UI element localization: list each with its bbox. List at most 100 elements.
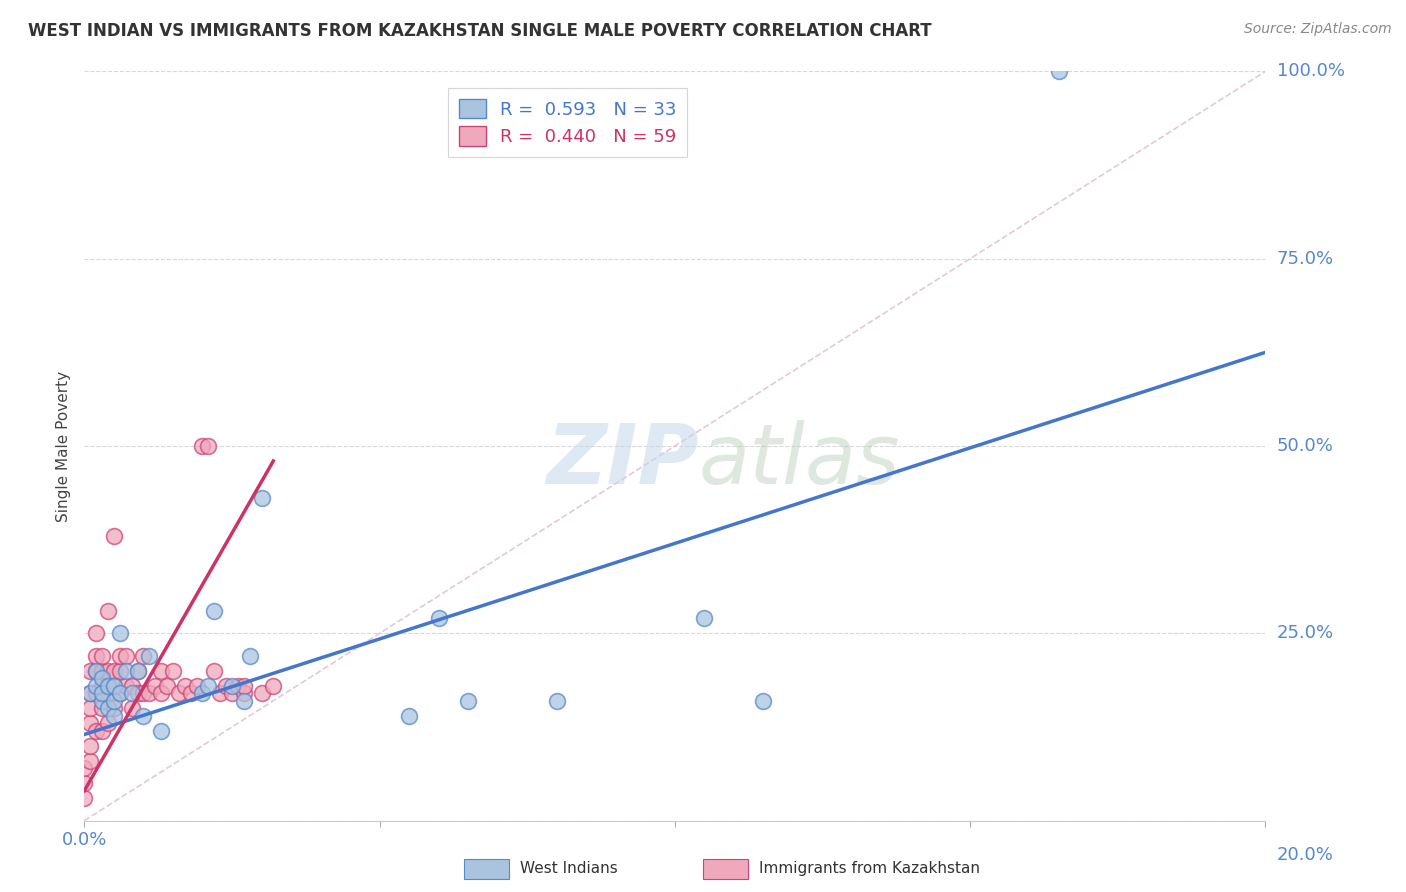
Point: [250, 491, 273, 506]
Point: [84, 626, 107, 640]
Point: [103, 694, 125, 708]
Point: [150, 723, 173, 738]
Point: [73, 791, 96, 805]
Point: [97, 716, 120, 731]
Point: [127, 686, 149, 700]
Point: [398, 708, 420, 723]
Point: [132, 648, 155, 663]
Point: [91, 686, 114, 700]
Point: [84, 679, 107, 693]
Point: [108, 686, 131, 700]
Text: 25.0%: 25.0%: [1277, 624, 1334, 642]
Point: [191, 686, 214, 700]
Point: [150, 686, 173, 700]
Point: [103, 664, 125, 678]
Point: [173, 679, 195, 693]
Point: [108, 648, 131, 663]
Point: [180, 686, 202, 700]
Point: [114, 664, 136, 678]
Point: [232, 694, 254, 708]
Text: 20.0%: 20.0%: [1277, 846, 1333, 863]
Point: [232, 686, 254, 700]
Point: [457, 694, 479, 708]
Point: [79, 686, 101, 700]
Point: [91, 648, 114, 663]
Point: [84, 664, 107, 678]
Point: [427, 611, 450, 625]
Point: [103, 529, 125, 543]
Point: [103, 679, 125, 693]
Point: [191, 439, 214, 453]
Point: [132, 686, 155, 700]
Point: [197, 679, 219, 693]
Point: [79, 664, 101, 678]
Point: [221, 686, 243, 700]
Point: [202, 604, 225, 618]
Point: [79, 716, 101, 731]
Point: [84, 686, 107, 700]
Point: [103, 701, 125, 715]
Point: [97, 604, 120, 618]
Point: [239, 648, 262, 663]
Point: [121, 686, 143, 700]
Point: [73, 776, 96, 790]
Point: [108, 686, 131, 700]
Point: [162, 664, 184, 678]
Point: [121, 701, 143, 715]
Point: [693, 611, 716, 625]
Point: [79, 701, 101, 715]
Point: [97, 664, 120, 678]
Point: [215, 679, 238, 693]
Point: [221, 679, 243, 693]
Point: [150, 664, 173, 678]
Point: [132, 708, 155, 723]
Text: 50.0%: 50.0%: [1277, 437, 1333, 455]
Point: [97, 679, 120, 693]
Point: [127, 664, 149, 678]
Text: atlas: atlas: [699, 420, 900, 501]
Point: [108, 626, 131, 640]
Point: [91, 664, 114, 678]
Text: West Indians: West Indians: [520, 862, 619, 876]
Point: [91, 679, 114, 693]
Legend: R =  0.593   N = 33, R =  0.440   N = 59: R = 0.593 N = 33, R = 0.440 N = 59: [447, 88, 688, 157]
Y-axis label: Single Male Poverty: Single Male Poverty: [56, 370, 72, 522]
Point: [79, 754, 101, 768]
Point: [103, 708, 125, 723]
Point: [209, 686, 232, 700]
Point: [250, 686, 273, 700]
Point: [97, 701, 120, 715]
Point: [226, 679, 249, 693]
Point: [197, 439, 219, 453]
Point: [121, 679, 143, 693]
Point: [84, 664, 107, 678]
Point: [97, 686, 120, 700]
Point: [91, 671, 114, 685]
Point: [167, 686, 190, 700]
Point: [232, 679, 254, 693]
Point: [91, 701, 114, 715]
Point: [1047, 64, 1070, 78]
Text: ZIP: ZIP: [546, 420, 699, 501]
Text: Immigrants from Kazakhstan: Immigrants from Kazakhstan: [759, 862, 980, 876]
Point: [138, 648, 160, 663]
Point: [143, 679, 166, 693]
Text: 100.0%: 100.0%: [1277, 62, 1344, 80]
Point: [186, 679, 208, 693]
Text: WEST INDIAN VS IMMIGRANTS FROM KAZAKHSTAN SINGLE MALE POVERTY CORRELATION CHART: WEST INDIAN VS IMMIGRANTS FROM KAZAKHSTA…: [28, 22, 932, 40]
Point: [262, 679, 284, 693]
Point: [103, 679, 125, 693]
Point: [546, 694, 568, 708]
Point: [91, 694, 114, 708]
Point: [138, 686, 160, 700]
Point: [114, 679, 136, 693]
Point: [114, 648, 136, 663]
Point: [79, 739, 101, 753]
Point: [84, 648, 107, 663]
Point: [84, 723, 107, 738]
Point: [156, 679, 179, 693]
Text: Source: ZipAtlas.com: Source: ZipAtlas.com: [1244, 22, 1392, 37]
Point: [127, 664, 149, 678]
Point: [108, 664, 131, 678]
Point: [91, 723, 114, 738]
